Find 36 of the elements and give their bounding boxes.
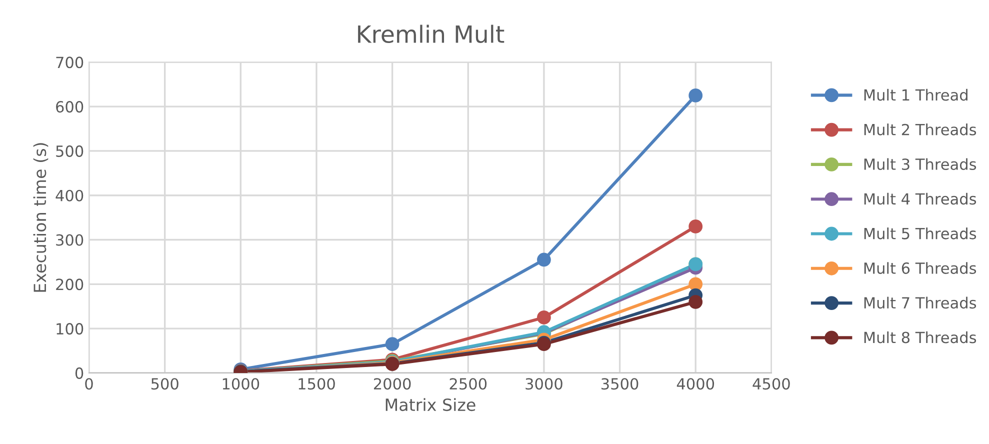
point [688,88,703,102]
x-tick-label: 2000 [374,378,411,390]
y-tick-label: 400 [56,190,84,202]
x-tick-label: 4000 [676,378,714,390]
y-tick-label: 200 [56,278,84,290]
point [688,219,703,234]
chart-title: Kremlin Mult [358,24,504,44]
y-axis-title: Execution time (s) [33,143,48,292]
point [688,294,703,309]
x-tick-label: 1500 [298,378,335,390]
x-axis-title: Matrix Size [386,398,476,412]
legend-label: Mult 4 Threads [864,192,976,205]
y-tick-label: 700 [56,56,84,68]
x-tick-label: 500 [151,378,178,390]
x-tick-label: 2500 [450,378,487,390]
legend-label: Mult 6 Threads [864,262,976,274]
legend-label: Mult 2 Threads [864,124,976,136]
y-tick-label: 100 [56,323,84,335]
y-tick-label: 600 [56,101,84,113]
point [385,337,400,352]
x-tick-label: 3500 [601,378,638,390]
x-tick-label: 1000 [222,378,260,390]
point [537,310,551,324]
legend-label: Mult 1 Thread [864,88,968,101]
y-tick-label: 300 [56,234,84,246]
legend-label: Mult 8 Threads [864,331,976,344]
x-tick-label: 0 [85,378,93,390]
y-tick-label: 0 [75,367,84,379]
y-tick-label: 500 [56,145,84,157]
legend-label: Mult 5 Threads [864,227,976,240]
legend-label: Mult 3 Threads [864,158,976,170]
legend-label: Mult 7 Threads [864,296,976,309]
point [688,277,703,292]
point [537,252,551,267]
x-tick-label: 4500 [752,378,790,390]
x-tick-label: 3000 [526,378,562,390]
